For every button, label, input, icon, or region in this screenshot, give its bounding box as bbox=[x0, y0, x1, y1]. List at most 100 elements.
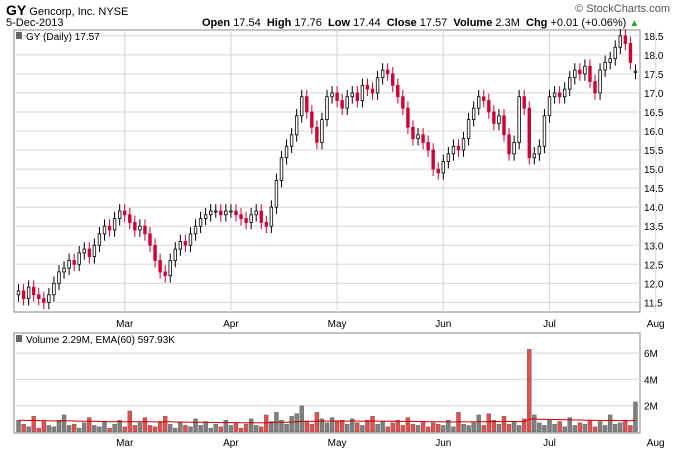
volume-bar bbox=[157, 421, 163, 433]
candle-body bbox=[133, 222, 137, 231]
volume-bar bbox=[21, 423, 26, 433]
candle bbox=[345, 89, 349, 116]
candle bbox=[471, 101, 476, 127]
candle-body bbox=[461, 138, 466, 151]
candle-body bbox=[380, 69, 385, 79]
candle-body bbox=[588, 65, 592, 82]
candle bbox=[203, 207, 208, 226]
price-x-axis: MarAprMayJunJulAugSepOctNovDec bbox=[116, 319, 664, 330]
candle bbox=[598, 63, 602, 100]
candle bbox=[613, 40, 617, 66]
candle-body bbox=[431, 149, 435, 170]
candle-body bbox=[532, 153, 537, 159]
volume-bar bbox=[112, 423, 117, 433]
candle-body bbox=[214, 210, 218, 213]
price-tick-label: 13.5 bbox=[644, 222, 664, 233]
candle bbox=[502, 108, 506, 142]
price-tick-label: 18.5 bbox=[644, 32, 664, 43]
candle-body bbox=[391, 73, 395, 86]
volume-bar bbox=[36, 427, 41, 433]
candle bbox=[16, 284, 21, 302]
candle bbox=[537, 139, 542, 161]
price-axis: 11.5 12.0 12.5 13.0 13.5 14.0 14.5 15.0 15.5 16.0… bbox=[644, 32, 664, 310]
low-label: Low bbox=[328, 17, 351, 29]
candle-body bbox=[618, 35, 623, 48]
candle-body bbox=[517, 96, 521, 143]
price-tick-label: 17.0 bbox=[644, 89, 664, 100]
chart-legend-icon bbox=[16, 32, 22, 39]
candle bbox=[350, 86, 354, 104]
candle bbox=[214, 204, 218, 218]
candle bbox=[102, 219, 107, 241]
volume-bar bbox=[385, 426, 390, 433]
candle-body bbox=[21, 290, 26, 299]
volume-bar bbox=[26, 426, 31, 433]
volume-bar bbox=[420, 421, 426, 433]
volume-bar bbox=[329, 417, 335, 433]
candle-body bbox=[117, 210, 122, 220]
candle bbox=[269, 200, 274, 234]
candle bbox=[173, 242, 177, 268]
price-tick-label: 12.0 bbox=[644, 279, 664, 290]
volume-bar bbox=[82, 422, 87, 433]
candle bbox=[107, 219, 112, 237]
candle bbox=[138, 219, 142, 237]
candle-body bbox=[188, 233, 193, 246]
candle-body bbox=[31, 286, 36, 296]
candle bbox=[183, 234, 188, 253]
volume-bar bbox=[415, 425, 421, 433]
candle-body bbox=[193, 225, 198, 235]
candle-body bbox=[578, 69, 582, 75]
candle-body bbox=[401, 96, 405, 109]
candle bbox=[573, 63, 577, 85]
price-panel: 11.5 12.0 12.5 13.0 13.5 14.0 14.5 15.0 15.5 16.0… bbox=[13, 28, 664, 313]
brand-logo[interactable]: © StockCharts.com bbox=[575, 3, 670, 15]
volume-bar bbox=[461, 423, 466, 433]
volume-value: 2.3M bbox=[495, 17, 520, 29]
candle bbox=[42, 291, 46, 310]
candle bbox=[421, 127, 425, 150]
volume-bar bbox=[279, 420, 284, 433]
candle-body bbox=[219, 210, 223, 216]
candle bbox=[335, 86, 339, 108]
candle-body bbox=[203, 214, 208, 220]
candle bbox=[87, 242, 92, 264]
candle-body bbox=[82, 248, 86, 254]
candle-body bbox=[284, 145, 289, 159]
up-triangle-icon: ▲ bbox=[629, 18, 640, 29]
candle bbox=[274, 173, 279, 215]
candle bbox=[82, 242, 86, 260]
candle bbox=[487, 93, 491, 119]
volume-bar bbox=[137, 422, 143, 433]
candle-body bbox=[158, 260, 162, 273]
volume-bar bbox=[451, 426, 456, 433]
candle-body bbox=[436, 168, 440, 174]
volume-tick-label: 6M bbox=[644, 349, 658, 360]
candle-body bbox=[507, 134, 511, 155]
exchange: NYSE bbox=[98, 6, 129, 18]
quote-date: 5-Dec-2013 bbox=[6, 17, 64, 29]
candle bbox=[385, 63, 390, 81]
candle bbox=[578, 63, 582, 81]
candle-body bbox=[198, 218, 203, 227]
candle bbox=[608, 51, 612, 70]
candle bbox=[208, 204, 213, 222]
volume-bar bbox=[254, 425, 259, 433]
candle bbox=[158, 253, 162, 279]
candle-body bbox=[552, 92, 557, 98]
candle-body bbox=[77, 252, 81, 265]
low-value: 17.44 bbox=[353, 17, 381, 29]
candle bbox=[451, 139, 456, 161]
price-tick-label: 16.0 bbox=[644, 127, 664, 138]
candle bbox=[178, 234, 183, 256]
candle-body bbox=[183, 241, 188, 246]
volume-bar bbox=[562, 426, 567, 433]
volume-bar bbox=[319, 418, 325, 433]
candle-body bbox=[244, 218, 248, 223]
candle-body bbox=[385, 69, 390, 75]
volume-bar bbox=[339, 420, 345, 433]
candle bbox=[547, 89, 552, 123]
candle bbox=[62, 261, 66, 279]
candle-body bbox=[16, 290, 21, 296]
volume-bar bbox=[51, 426, 57, 433]
